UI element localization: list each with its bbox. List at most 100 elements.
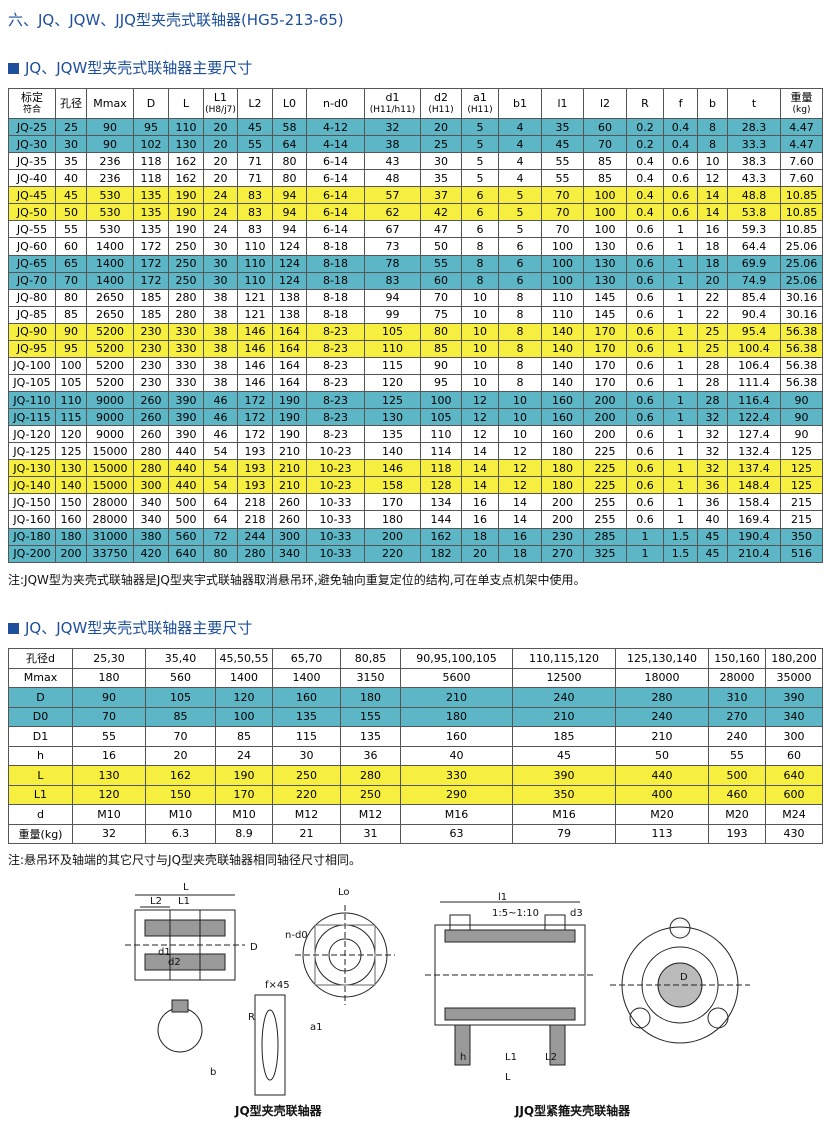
cell: 0.6: [626, 390, 664, 410]
cell: 5600: [400, 667, 513, 688]
cell: 0.6: [663, 186, 698, 205]
header-text: l2: [599, 96, 611, 110]
cell: 1: [663, 220, 698, 239]
cell: 516: [780, 544, 823, 563]
cell: 140: [541, 373, 584, 393]
cell: 160: [541, 390, 584, 410]
cell: 300: [765, 726, 823, 747]
cell: 10.85: [780, 220, 823, 239]
cell: 14: [498, 493, 542, 512]
cell: 170: [583, 322, 627, 341]
cell: 1: [663, 373, 698, 393]
cell: 160: [272, 687, 341, 708]
cell: 99: [364, 305, 421, 324]
header-text: l1: [557, 96, 568, 110]
cell: 114: [420, 442, 462, 461]
cell: M20: [708, 804, 766, 825]
cell: 390: [168, 408, 204, 427]
cell: 122.4: [727, 408, 781, 427]
cell: D1: [8, 726, 73, 747]
cell: 90: [86, 135, 134, 154]
cell: 6: [461, 203, 499, 222]
cell: 130: [583, 271, 627, 290]
cell: 0.2: [626, 117, 664, 137]
cell: 160: [541, 425, 584, 444]
drawing-label: L2: [545, 1052, 557, 1063]
cell: 30: [203, 237, 238, 256]
drawing-label: L: [505, 1072, 511, 1083]
cell: 140: [364, 442, 421, 461]
cell: 80,85: [340, 648, 401, 669]
header-cell: b1: [498, 88, 542, 119]
cell: 45: [697, 527, 728, 546]
cell: 0.6: [663, 152, 698, 171]
cell: 220: [364, 544, 421, 563]
cell: 440: [168, 476, 204, 495]
cell: 20: [697, 271, 728, 290]
cell: 215: [780, 510, 823, 529]
cell: 47: [420, 220, 462, 239]
cell: 5200: [86, 356, 134, 375]
cell: 1400: [86, 271, 134, 290]
cell: 67: [364, 220, 421, 239]
cell: 0.6: [663, 169, 698, 188]
cell: 128: [420, 476, 462, 495]
cell: 12: [498, 459, 542, 478]
cell: JQ-60: [8, 237, 56, 256]
cell: 0.6: [626, 237, 664, 256]
cell: 90.4: [727, 305, 781, 324]
cell: 90,95,100,105: [400, 648, 513, 669]
cell: 62: [364, 203, 421, 222]
cell: 74.9: [727, 271, 781, 290]
cell: 110: [168, 117, 204, 137]
cell: 70: [420, 288, 462, 307]
cell: 210: [272, 442, 307, 461]
cell: 50: [615, 745, 709, 766]
cell: 8: [498, 356, 542, 375]
cell: 24: [203, 186, 238, 205]
cell: 20: [203, 169, 238, 188]
cell: 4: [498, 152, 542, 171]
cell: 240: [615, 706, 709, 727]
cell: 55: [541, 152, 584, 171]
cell: 5: [498, 186, 542, 205]
cell: 16: [72, 745, 146, 766]
row: JQ-200 200 33750 420 640 80 280 340 10-33 220 182 2…: [8, 544, 823, 563]
cell: 200: [583, 390, 627, 410]
row: JQ-160 160 28000 340 500 64 218 260 10-33 180 144 1…: [8, 510, 823, 529]
cell: 230: [133, 322, 169, 341]
row: d M10 M10 M10 M12 M12 M16 M16 M20 M20 M24: [8, 804, 823, 825]
cell: 8-23: [306, 322, 365, 341]
cell: JQ-80: [8, 288, 56, 307]
cell: 6: [498, 254, 542, 273]
cell: 0.6: [626, 254, 664, 273]
header-cell: 孔径: [55, 88, 87, 119]
cell: 14: [461, 442, 499, 461]
cell: 230: [133, 373, 169, 393]
row: D1 55 70 85 115 135 160 185 210 240 300: [8, 726, 823, 747]
cell: 21: [272, 823, 341, 844]
cell: M16: [512, 804, 616, 825]
cell: 5200: [86, 339, 134, 358]
cell: 6-14: [306, 169, 365, 188]
cell: 85: [215, 726, 273, 747]
row: JQ-30 30 90 102 130 20 55 64 4-14 38 25 5 4 45 70 0.2 0.…: [8, 135, 823, 154]
cell: 33.3: [727, 135, 781, 154]
cell: 240: [512, 687, 616, 708]
cell: 290: [400, 784, 513, 805]
cell: 10-23: [306, 459, 365, 478]
cell: 90: [780, 408, 823, 427]
cell: 38.3: [727, 152, 781, 171]
cell: 53.8: [727, 203, 781, 222]
cell: 110: [237, 271, 273, 290]
cell: 38: [203, 373, 238, 393]
row: JQ-70 70 1400 172 250 30 110 124 8-18 83 60 8 6 100 13…: [8, 271, 823, 290]
cell: 0.6: [626, 288, 664, 307]
cell: 193: [237, 459, 273, 478]
cell: 110: [237, 237, 273, 256]
cell: 80: [55, 288, 87, 307]
cell: 71: [237, 152, 273, 171]
cell: 10: [461, 288, 499, 307]
cell: 530: [86, 186, 134, 205]
cell: 190: [168, 220, 204, 239]
